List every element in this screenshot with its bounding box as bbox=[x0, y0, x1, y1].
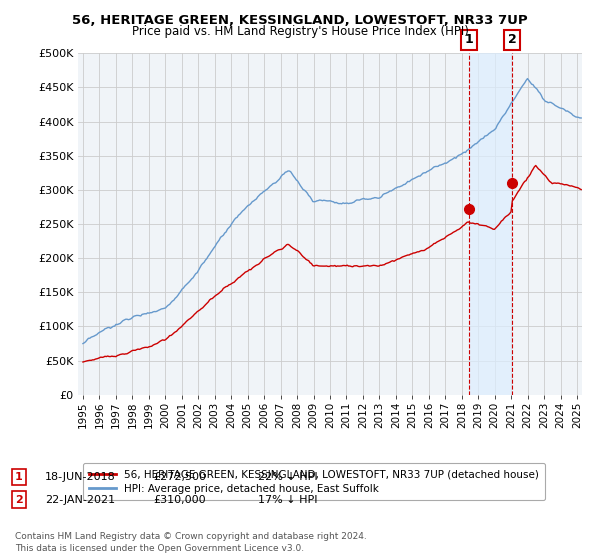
Text: 56, HERITAGE GREEN, KESSINGLAND, LOWESTOFT, NR33 7UP: 56, HERITAGE GREEN, KESSINGLAND, LOWESTO… bbox=[72, 14, 528, 27]
Text: 18-JUN-2018: 18-JUN-2018 bbox=[45, 472, 116, 482]
Text: £310,000: £310,000 bbox=[153, 494, 206, 505]
Text: £272,500: £272,500 bbox=[153, 472, 206, 482]
Text: 1: 1 bbox=[465, 33, 474, 46]
Text: 2: 2 bbox=[508, 33, 517, 46]
Text: 17% ↓ HPI: 17% ↓ HPI bbox=[258, 494, 317, 505]
Text: Price paid vs. HM Land Registry's House Price Index (HPI): Price paid vs. HM Land Registry's House … bbox=[131, 25, 469, 38]
Text: 2: 2 bbox=[15, 494, 23, 505]
Text: Contains HM Land Registry data © Crown copyright and database right 2024.
This d: Contains HM Land Registry data © Crown c… bbox=[15, 533, 367, 553]
Legend: 56, HERITAGE GREEN, KESSINGLAND, LOWESTOFT, NR33 7UP (detached house), HPI: Aver: 56, HERITAGE GREEN, KESSINGLAND, LOWESTO… bbox=[83, 463, 545, 500]
Bar bbox=[469, 53, 512, 395]
Text: 22% ↓ HPI: 22% ↓ HPI bbox=[258, 472, 317, 482]
Text: 22-JAN-2021: 22-JAN-2021 bbox=[45, 494, 115, 505]
Text: 1: 1 bbox=[15, 472, 23, 482]
